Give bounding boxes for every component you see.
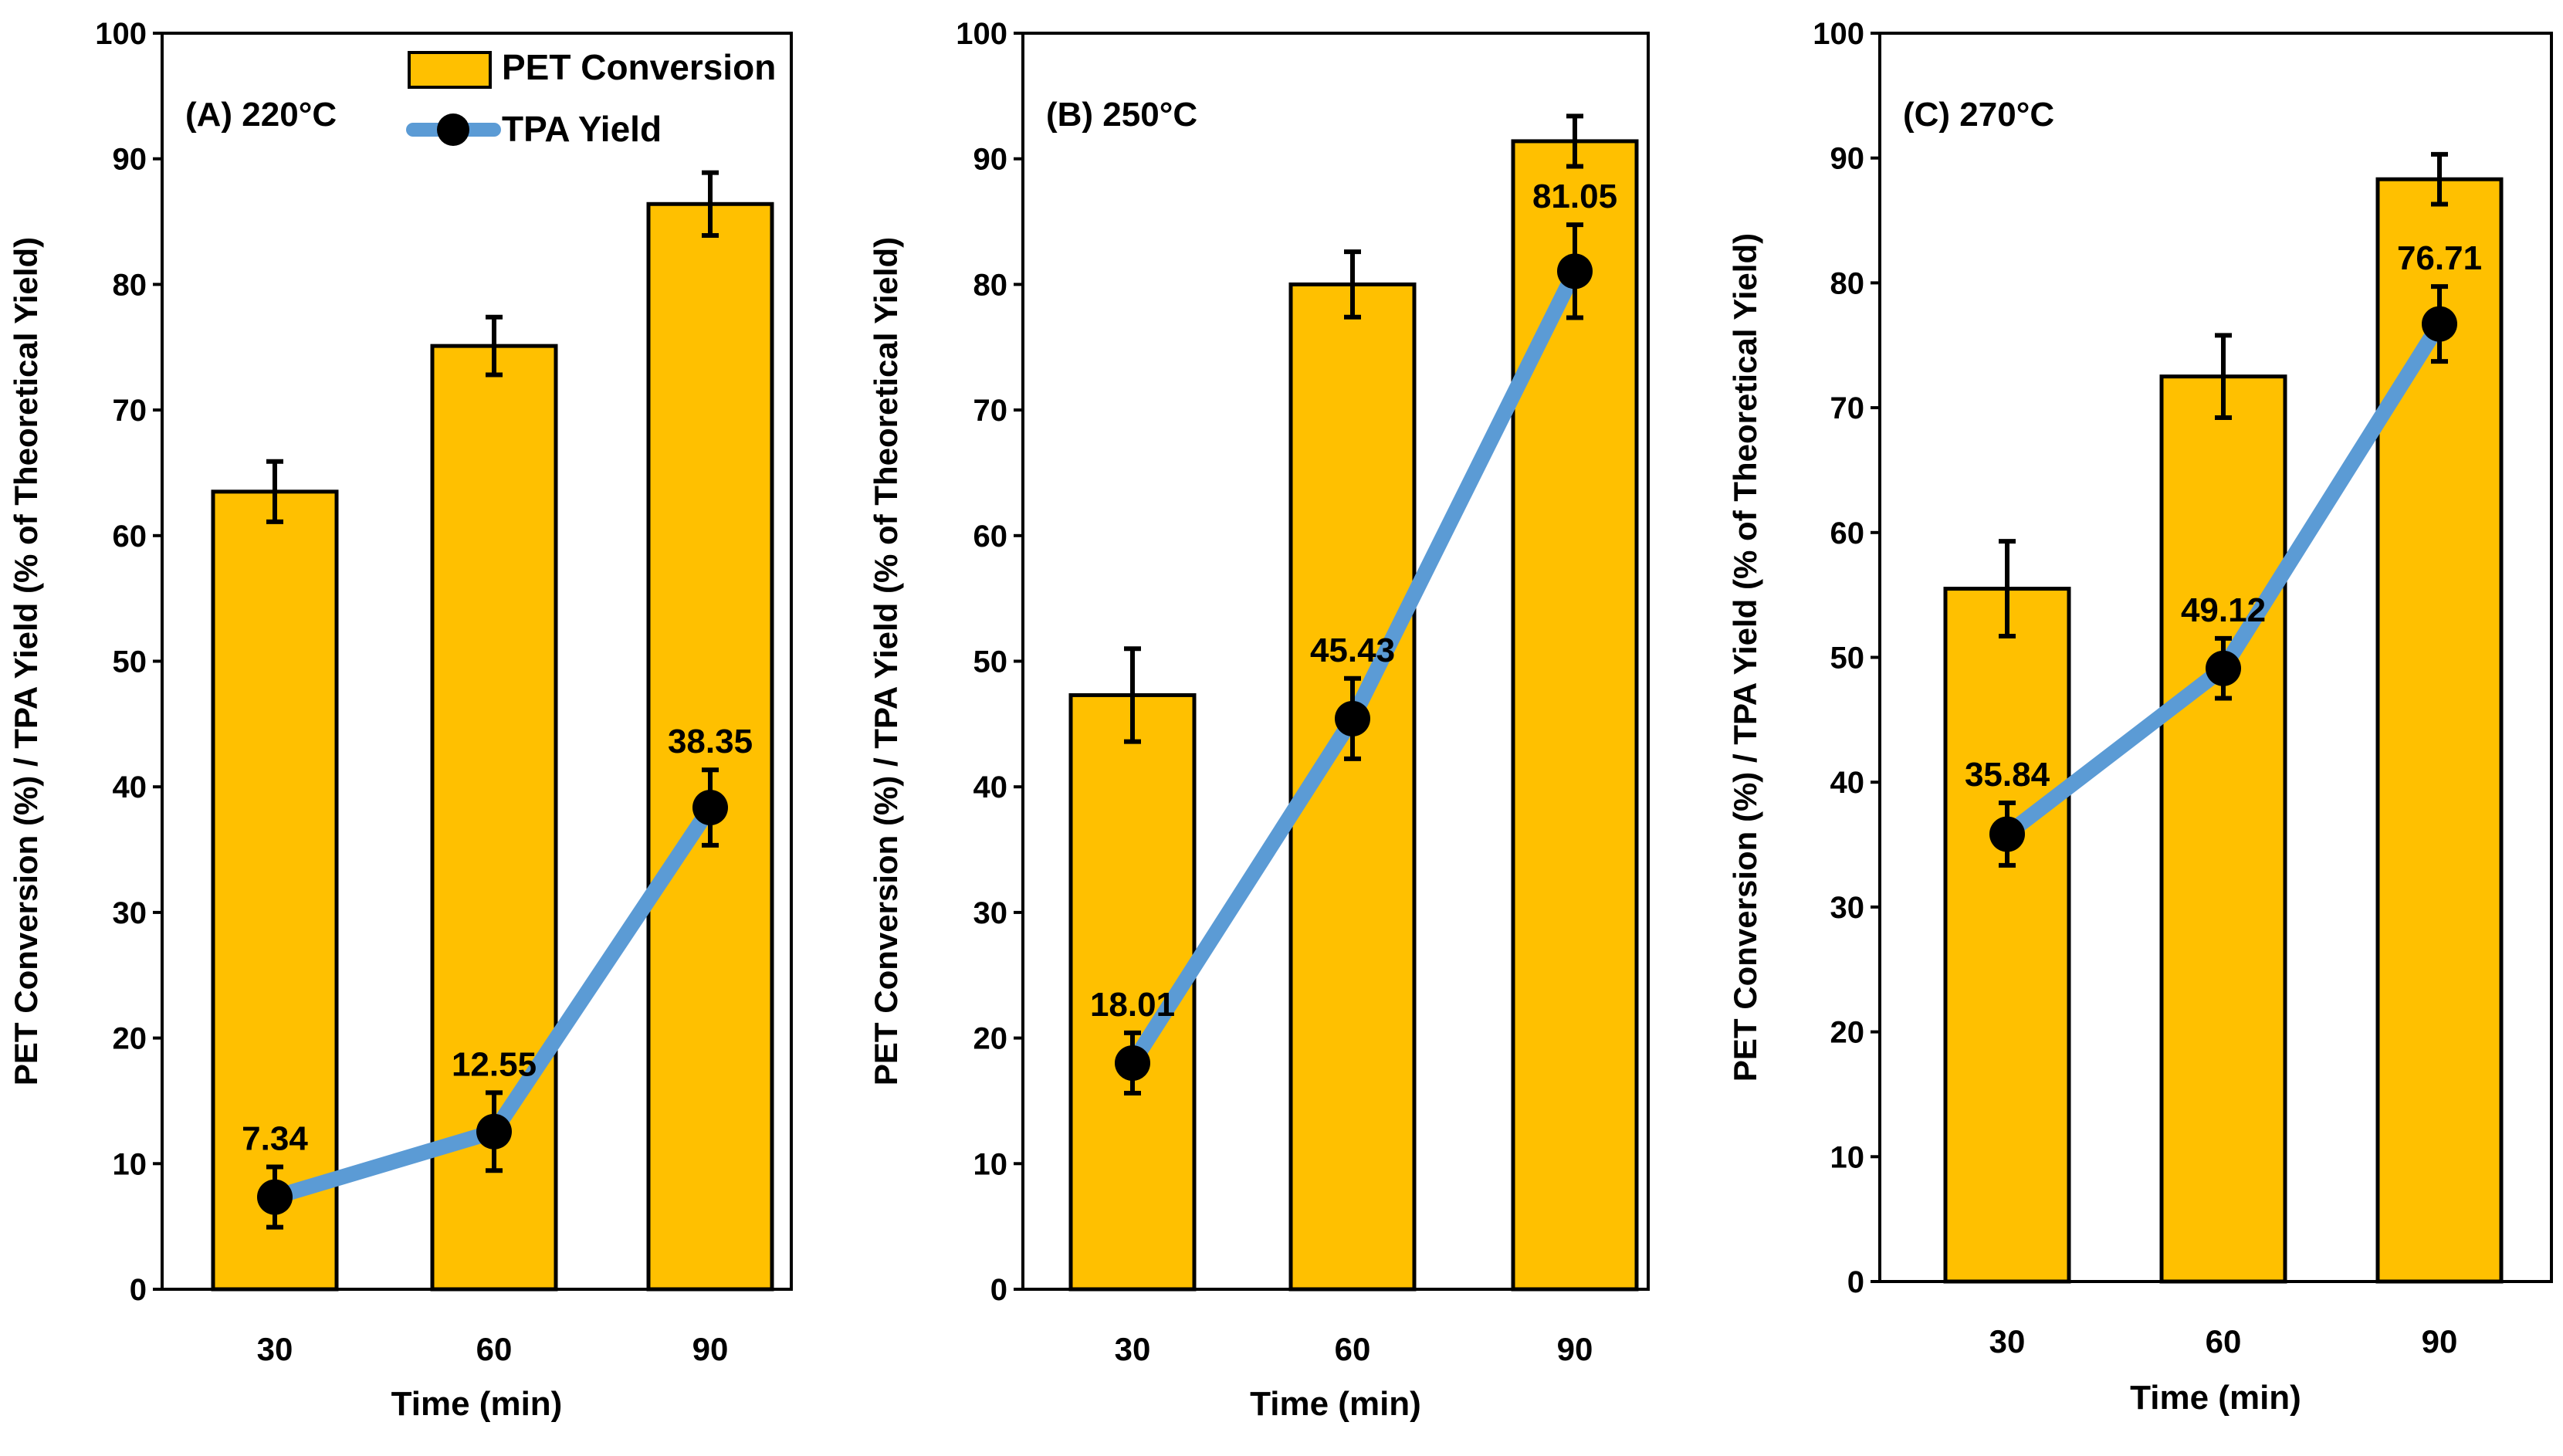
y-tick-label: 40	[113, 770, 147, 804]
y-tick-label: 80	[1830, 266, 1865, 300]
legend-bar-label: PET Conversion	[502, 47, 776, 87]
tpa-yield-point	[692, 790, 728, 826]
y-tick-label: 20	[973, 1022, 1008, 1056]
tpa-yield-point	[476, 1113, 512, 1150]
y-tick-label: 100	[1813, 17, 1864, 51]
data-label: 76.71	[2397, 239, 2482, 277]
y-tick-label: 80	[113, 268, 147, 302]
x-axis-label: Time (min)	[391, 1385, 563, 1423]
y-tick-label: 50	[973, 645, 1008, 679]
data-label: 45.43	[1310, 631, 1395, 669]
y-tick-label: 10	[973, 1147, 1008, 1181]
x-axis-label: Time (min)	[1250, 1385, 1421, 1423]
y-tick-label: 50	[113, 645, 147, 679]
legend: PET Conversion TPA Yield	[406, 47, 776, 149]
chart-panel-b: 0 10 20 30 40 50 60 70 80 90 100 18.01 45.43 81.05 30 6…	[868, 17, 1650, 1423]
y-tick-label: 70	[1830, 391, 1865, 425]
y-tick-label: 0	[990, 1273, 1007, 1307]
data-label: 49.12	[2181, 591, 2266, 629]
x-tick-label: 90	[1557, 1331, 1593, 1367]
y-tick-label: 20	[113, 1022, 147, 1056]
tpa-yield-point	[2422, 306, 2457, 342]
chart-panel-c: 0 10 20 30 40 50 60 70 80 90 100 35.84 49.12 76.71 30 6…	[1727, 17, 2553, 1417]
x-tick-label: 30	[1115, 1331, 1151, 1367]
y-tick-label: 0	[130, 1273, 147, 1307]
tpa-yield-point	[1557, 253, 1593, 290]
y-tick-label: 60	[973, 520, 1008, 554]
data-label: 35.84	[1965, 756, 2050, 794]
x-axis-label: Time (min)	[2130, 1379, 2301, 1417]
y-tick-label: 80	[973, 268, 1008, 302]
tpa-yield-point	[2206, 650, 2241, 686]
x-tick-label: 60	[2206, 1323, 2242, 1359]
panel-title: (A) 220°C	[185, 96, 337, 134]
x-tick-label: 60	[476, 1331, 513, 1367]
y-axis-label: PET Conversion (%) / TPA Yield (% of The…	[8, 237, 44, 1085]
y-tick-label: 100	[95, 17, 147, 51]
tpa-yield-point	[257, 1179, 293, 1215]
y-tick-label: 90	[113, 143, 147, 177]
tpa-yield-point	[1335, 700, 1370, 736]
y-tick-label: 100	[956, 17, 1007, 51]
y-tick-label: 30	[1830, 891, 1865, 925]
legend-bar-swatch	[408, 51, 492, 89]
data-label: 38.35	[668, 723, 753, 760]
x-tick-label: 90	[692, 1331, 729, 1367]
bar-pet-conversion	[2159, 374, 2287, 1284]
y-tick-label: 10	[113, 1147, 147, 1181]
panel-title: (B) 250°C	[1046, 96, 1197, 134]
y-tick-label: 30	[113, 896, 147, 930]
data-label: 81.05	[1532, 178, 1617, 215]
bar-pet-conversion	[1943, 587, 2071, 1284]
x-tick-label: 30	[257, 1331, 293, 1367]
y-tick-label: 40	[1830, 766, 1865, 800]
y-tick-label: 10	[1830, 1140, 1865, 1174]
y-tick-label: 70	[113, 394, 147, 428]
tpa-yield-point	[1115, 1045, 1150, 1081]
data-label: 7.34	[242, 1120, 308, 1158]
y-axis-label: PET Conversion (%) / TPA Yield (% of The…	[868, 237, 904, 1085]
data-label: 12.55	[452, 1045, 537, 1083]
y-tick-label: 0	[1847, 1265, 1864, 1299]
y-axis-label: PET Conversion (%) / TPA Yield (% of The…	[1727, 233, 1763, 1082]
y-tick-label: 60	[1830, 516, 1865, 550]
bar-pet-conversion	[1511, 139, 1639, 1292]
tpa-yield-point	[1989, 816, 2025, 852]
data-label: 18.01	[1090, 986, 1175, 1024]
bar-pet-conversion	[646, 201, 774, 1292]
legend-line-label: TPA Yield	[502, 109, 662, 149]
y-tick-label: 40	[973, 770, 1008, 804]
y-tick-label: 70	[973, 394, 1008, 428]
bar-pet-conversion	[211, 489, 339, 1292]
y-tick-label: 50	[1830, 642, 1865, 676]
legend-marker-swatch	[437, 113, 469, 146]
chart-panel-a: 0 10 20 30 40 50 60 70 80 90 100 7.34 12.55 38.35 30 60…	[8, 17, 793, 1423]
y-tick-label: 20	[1830, 1016, 1865, 1050]
y-tick-label: 90	[1830, 142, 1865, 176]
panel-title: (C) 270°C	[1903, 96, 2054, 134]
y-tick-label: 60	[113, 520, 147, 554]
x-tick-label: 30	[1989, 1323, 2026, 1359]
x-tick-label: 60	[1335, 1331, 1371, 1367]
y-tick-label: 30	[973, 896, 1008, 930]
x-tick-label: 90	[2422, 1323, 2458, 1359]
y-tick-label: 90	[973, 143, 1008, 177]
